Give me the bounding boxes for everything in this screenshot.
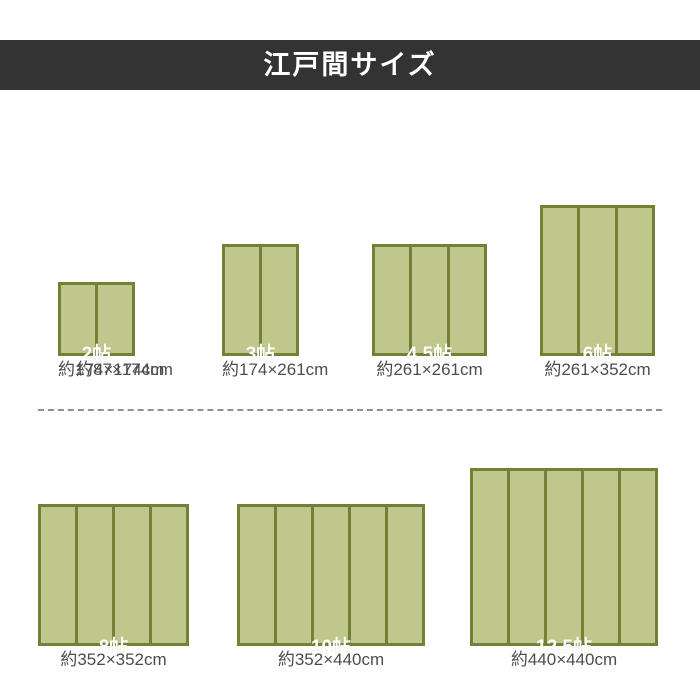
mat-dimension-caption: 約174×174cm	[58, 360, 165, 379]
mat-panel	[388, 507, 422, 643]
mat-size-label: 4.5帖	[406, 344, 453, 365]
mat-panel	[473, 471, 507, 643]
mat-panel	[412, 247, 447, 353]
mat-dimension-caption: 約352×352cm	[60, 650, 167, 669]
mat-panel	[543, 208, 578, 353]
page-header: 江戸間サイズ	[0, 40, 700, 90]
mat-dimension-caption: 約261×352cm	[544, 360, 651, 379]
mat-figure: 4.5帖 約261×261cm	[372, 244, 487, 380]
mat-panel	[98, 285, 132, 353]
mat-box	[540, 205, 655, 356]
mat-figure: 12.5帖 約440×440cm	[470, 468, 658, 670]
mat-figure: 10帖 約352×440cm	[237, 504, 425, 670]
mat-size-label: 3帖	[245, 344, 276, 365]
mat-panel	[617, 208, 652, 353]
mat-panel	[262, 247, 296, 353]
mat-panel	[449, 247, 484, 353]
mat-panel	[580, 208, 615, 353]
mat-box	[237, 504, 425, 646]
mat-panel	[152, 507, 186, 643]
section-divider	[38, 409, 662, 411]
mat-panel	[61, 285, 95, 353]
mat-box	[38, 504, 189, 646]
mat-figure: 8帖 約352×352cm	[38, 504, 189, 670]
mat-box	[470, 468, 658, 646]
mat-panel	[115, 507, 149, 643]
mat-panel	[375, 247, 410, 353]
mat-panel	[351, 507, 385, 643]
mat-panel	[240, 507, 274, 643]
mat-dimension-caption: 約261×261cm	[376, 360, 483, 379]
mat-panel	[225, 247, 259, 353]
mat-panel	[277, 507, 311, 643]
mat-size-label: 6帖	[582, 344, 613, 365]
mat-panel	[314, 507, 348, 643]
mat-panel	[510, 471, 544, 643]
mat-size-label: 12.5帖	[536, 637, 592, 658]
mat-box	[58, 282, 135, 356]
mat-dimension-caption: 約352×440cm	[277, 650, 385, 669]
mat-box	[372, 244, 487, 356]
mat-panel	[547, 471, 581, 643]
tatami-size-chart: 1帖約87×174cm2帖約174×174cm3帖約174×261cm4.5帖約…	[0, 90, 700, 700]
mat-figure: 3帖 約174×261cm	[222, 244, 329, 380]
mat-figure: 6帖 約261×352cm	[540, 205, 655, 380]
mat-panel	[584, 471, 618, 643]
mat-panel	[41, 507, 75, 643]
mat-size-label: 8帖	[98, 637, 129, 658]
mat-size-label: 10帖	[310, 637, 352, 658]
mat-panel	[621, 471, 655, 643]
mat-dimension-caption: 約440×440cm	[510, 650, 618, 669]
mat-figure: 2帖 約174×174cm	[58, 282, 165, 380]
mat-size-label: 2帖	[81, 344, 112, 365]
mat-box	[222, 244, 299, 356]
page-title: 江戸間サイズ	[263, 49, 437, 80]
mat-dimension-caption: 約174×261cm	[222, 360, 329, 379]
mat-panel	[78, 507, 112, 643]
